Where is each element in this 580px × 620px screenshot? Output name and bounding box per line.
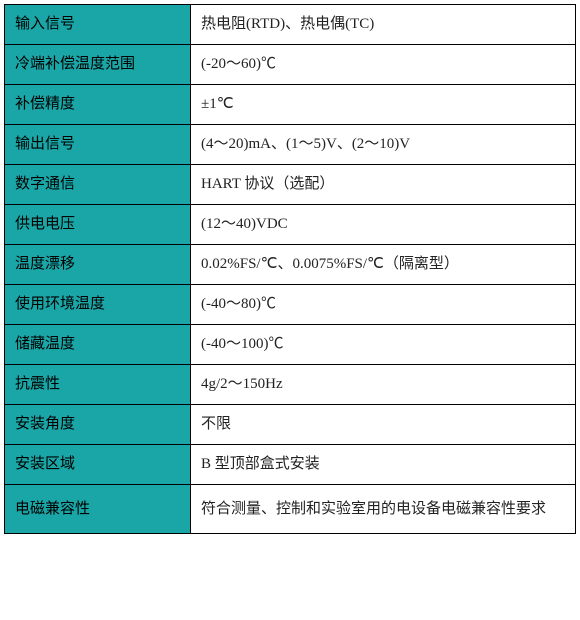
table-row: 电磁兼容性 符合测量、控制和实验室用的电设备电磁兼容性要求: [5, 485, 576, 534]
row-label: 储藏温度: [5, 325, 191, 365]
row-label: 输出信号: [5, 125, 191, 165]
row-label: 电磁兼容性: [5, 485, 191, 534]
row-value: (-40～80)℃: [191, 285, 576, 325]
table-row: 冷端补偿温度范围 (-20～60)℃: [5, 45, 576, 85]
row-label: 冷端补偿温度范围: [5, 45, 191, 85]
row-label: 抗震性: [5, 365, 191, 405]
table-row: 安装区域 B 型顶部盒式安装: [5, 445, 576, 485]
row-label: 温度漂移: [5, 245, 191, 285]
row-value: 4g/2～150Hz: [191, 365, 576, 405]
row-value: ±1℃: [191, 85, 576, 125]
row-value: 不限: [191, 405, 576, 445]
row-label: 补偿精度: [5, 85, 191, 125]
spec-table-body: 输入信号 热电阻(RTD)、热电偶(TC) 冷端补偿温度范围 (-20～60)℃…: [5, 5, 576, 534]
row-label: 供电电压: [5, 205, 191, 245]
row-label: 使用环境温度: [5, 285, 191, 325]
row-value: 0.02%FS/℃、0.0075%FS/℃（隔离型）: [191, 245, 576, 285]
row-value: (-20～60)℃: [191, 45, 576, 85]
table-row: 数字通信 HART 协议（选配）: [5, 165, 576, 205]
row-label: 安装角度: [5, 405, 191, 445]
table-row: 使用环境温度 (-40～80)℃: [5, 285, 576, 325]
table-row: 储藏温度 (-40～100)℃: [5, 325, 576, 365]
row-label: 数字通信: [5, 165, 191, 205]
row-value: HART 协议（选配）: [191, 165, 576, 205]
table-row: 输出信号 (4～20)mA、(1～5)V、(2～10)V: [5, 125, 576, 165]
row-value: 符合测量、控制和实验室用的电设备电磁兼容性要求: [191, 485, 576, 534]
table-row: 补偿精度 ±1℃: [5, 85, 576, 125]
table-row: 抗震性 4g/2～150Hz: [5, 365, 576, 405]
spec-table: 输入信号 热电阻(RTD)、热电偶(TC) 冷端补偿温度范围 (-20～60)℃…: [4, 4, 576, 534]
table-row: 供电电压 (12～40)VDC: [5, 205, 576, 245]
row-value: (-40～100)℃: [191, 325, 576, 365]
table-row: 安装角度 不限: [5, 405, 576, 445]
row-label: 安装区域: [5, 445, 191, 485]
row-value: B 型顶部盒式安装: [191, 445, 576, 485]
row-value: 热电阻(RTD)、热电偶(TC): [191, 5, 576, 45]
row-label: 输入信号: [5, 5, 191, 45]
table-row: 温度漂移 0.02%FS/℃、0.0075%FS/℃（隔离型）: [5, 245, 576, 285]
table-row: 输入信号 热电阻(RTD)、热电偶(TC): [5, 5, 576, 45]
row-value: (4～20)mA、(1～5)V、(2～10)V: [191, 125, 576, 165]
row-value: (12～40)VDC: [191, 205, 576, 245]
